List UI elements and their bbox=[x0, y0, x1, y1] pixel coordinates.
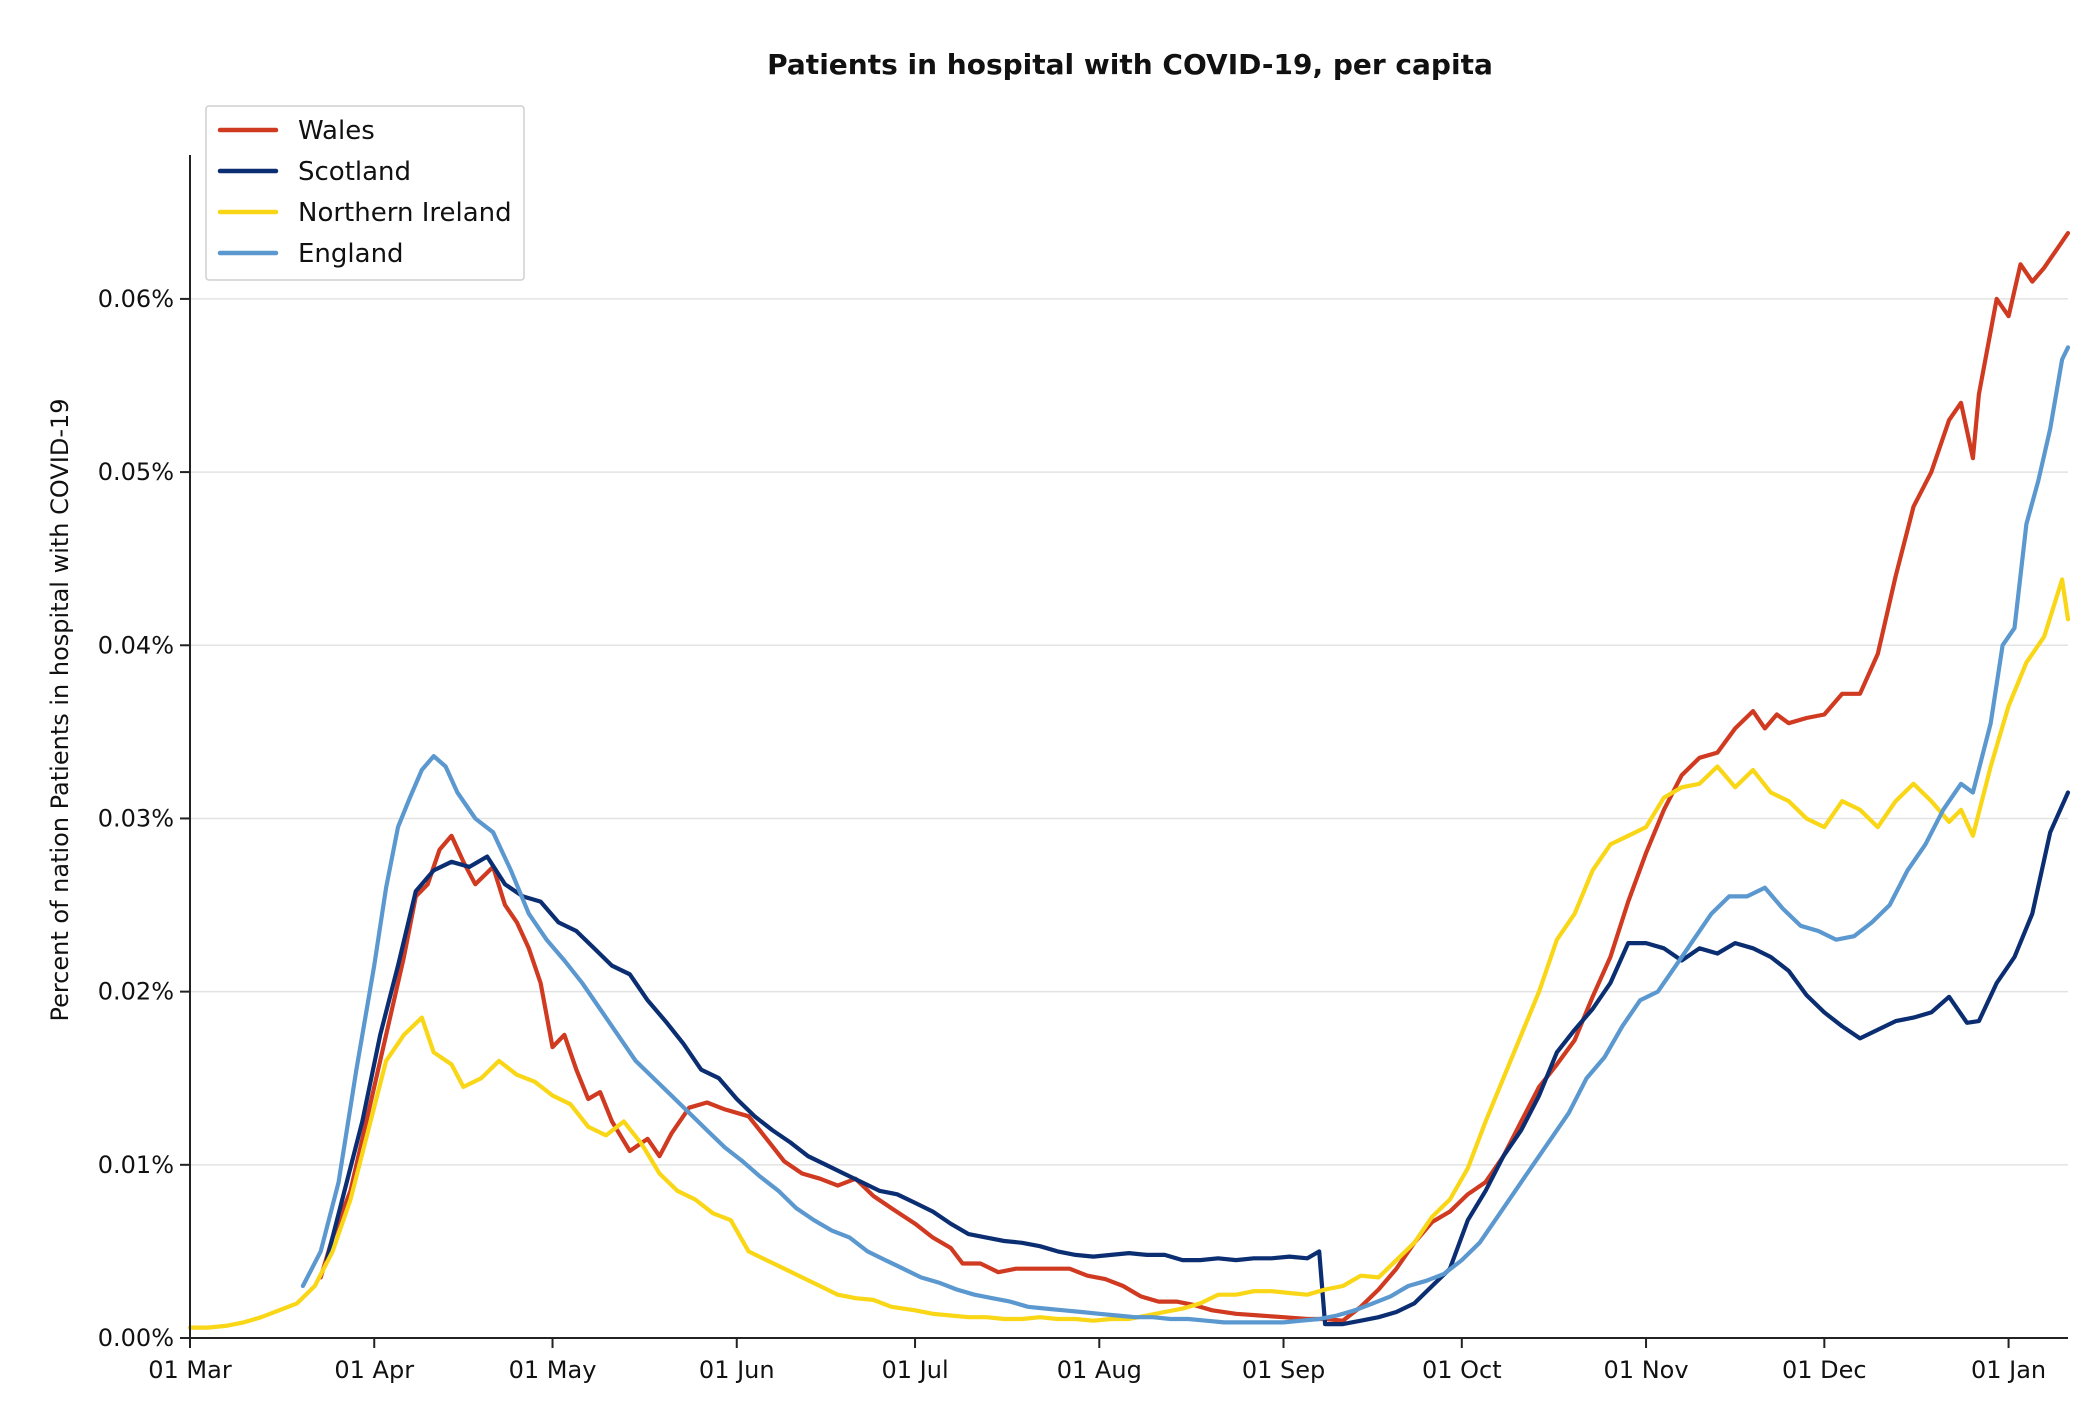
y-tick-label: 0.04% bbox=[98, 631, 174, 659]
legend: Wales Scotland Northern Ireland England bbox=[205, 105, 525, 281]
x-tick-label: 01 May bbox=[509, 1356, 597, 1384]
y-axis-label: Percent of nation Patients in hospital w… bbox=[46, 398, 74, 1021]
x-tick-label: 01 Dec bbox=[1782, 1356, 1867, 1384]
y-tick-label: 0.06% bbox=[98, 285, 174, 313]
x-tick-label: 01 Mar bbox=[148, 1356, 232, 1384]
x-tick-label: 01 Jun bbox=[699, 1356, 775, 1384]
legend-label: Wales bbox=[298, 116, 375, 146]
series-line-scotland bbox=[324, 790, 2071, 1327]
x-tick-label: 01 Jan bbox=[1971, 1356, 2046, 1384]
x-tick-label: 01 Jul bbox=[881, 1356, 948, 1384]
chart-title: Patients in hospital with COVID-19, per … bbox=[767, 48, 1493, 81]
x-tick-label: 01 Oct bbox=[1422, 1356, 1502, 1384]
legend-label: Scotland bbox=[298, 157, 411, 187]
y-tick-label: 0.05% bbox=[98, 458, 174, 486]
series-line-wales bbox=[318, 231, 2071, 1323]
axes: 0.00% 0.01% 0.02% 0.03% 0.04% 0.05% 0.06% 01 Ma… bbox=[98, 155, 2068, 1384]
series-line-northern-ireland bbox=[187, 577, 2071, 1330]
x-tick-label: 01 Apr bbox=[334, 1356, 414, 1384]
x-tick-label: 01 Sep bbox=[1242, 1356, 1325, 1384]
y-tick-label: 0.01% bbox=[98, 1151, 174, 1179]
gridlines bbox=[190, 298, 2068, 1166]
y-tick-label: 0.00% bbox=[98, 1324, 174, 1352]
x-tick-label: 01 Nov bbox=[1604, 1356, 1689, 1384]
x-tick-label: 01 Aug bbox=[1057, 1356, 1142, 1384]
legend-box bbox=[205, 105, 525, 281]
y-tick-label: 0.03% bbox=[98, 804, 174, 832]
legend-label: Northern Ireland bbox=[298, 198, 512, 228]
series-lines bbox=[187, 231, 2071, 1330]
y-tick-label: 0.02% bbox=[98, 978, 174, 1006]
series-line-england bbox=[300, 345, 2071, 1325]
legend-label: England bbox=[298, 239, 404, 269]
